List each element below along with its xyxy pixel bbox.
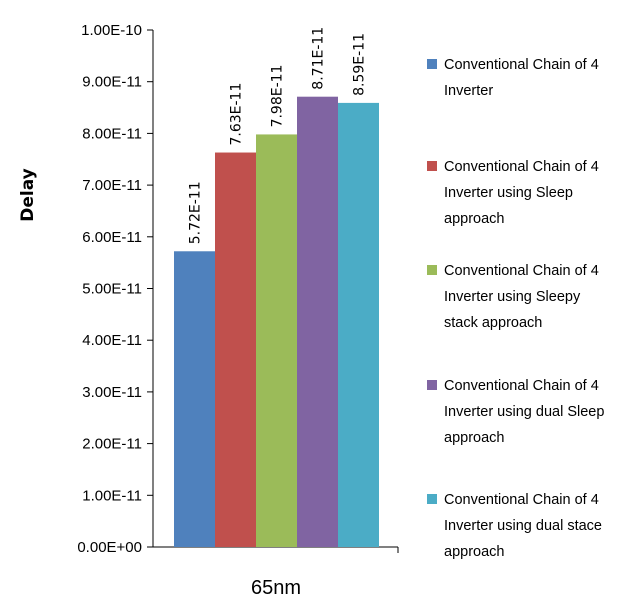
bar-series-1 bbox=[174, 251, 215, 547]
legend-label: Conventional Chain of 4 bbox=[444, 492, 599, 508]
y-tick-label: 0.00E+00 bbox=[77, 539, 142, 556]
legend-label: Conventional Chain of 4 bbox=[444, 57, 599, 73]
legend-label: Inverter using Sleepy bbox=[444, 289, 581, 305]
bar-data-label: 5.72E-11 bbox=[188, 181, 204, 244]
legend-swatch bbox=[427, 494, 437, 504]
bar-series-3 bbox=[256, 134, 297, 547]
legend-label: approach bbox=[444, 430, 504, 446]
legend-label: stack approach bbox=[444, 315, 542, 331]
legend-label: Inverter using dual stace bbox=[444, 518, 602, 534]
y-tick-label: 3.00E-11 bbox=[82, 384, 142, 401]
legend-swatch bbox=[427, 161, 437, 171]
y-tick-label: 8.00E-11 bbox=[82, 125, 142, 142]
bar-data-label: 8.59E-11 bbox=[352, 33, 368, 96]
y-tick-label: 4.00E-11 bbox=[82, 332, 142, 349]
y-tick-label: 1.00E-10 bbox=[81, 22, 142, 39]
legend-label: Inverter bbox=[444, 83, 493, 99]
y-tick-label: 6.00E-11 bbox=[82, 229, 142, 246]
y-tick-label: 9.00E-11 bbox=[82, 74, 142, 91]
legend-label: Inverter using Sleep bbox=[444, 185, 573, 201]
y-tick-label: 1.00E-11 bbox=[82, 487, 142, 504]
legend: Conventional Chain of 4 Inverter Conventio… bbox=[427, 57, 604, 560]
bar-data-label: 7.63E-11 bbox=[229, 83, 245, 146]
y-tick-label: 7.00E-11 bbox=[82, 177, 142, 194]
y-tick-label: 2.00E-11 bbox=[82, 436, 142, 453]
legend-label: Conventional Chain of 4 bbox=[444, 263, 599, 279]
bar-series-4 bbox=[297, 96, 338, 548]
legend-label: Conventional Chain of 4 bbox=[444, 159, 599, 175]
bars bbox=[174, 96, 379, 548]
x-category-label: 65nm bbox=[251, 577, 301, 599]
legend-label: approach bbox=[444, 211, 504, 227]
legend-swatch bbox=[427, 265, 437, 275]
y-axis-title: Delay bbox=[18, 168, 38, 222]
legend-label: Conventional Chain of 4 bbox=[444, 378, 599, 394]
y-tick-label: 5.00E-11 bbox=[82, 281, 142, 298]
bar-series-5 bbox=[338, 102, 379, 547]
bar-data-label: 7.98E-11 bbox=[270, 65, 286, 128]
bar-data-label: 8.71E-11 bbox=[311, 27, 327, 90]
legend-label: Inverter using dual Sleep bbox=[444, 404, 604, 420]
axes: 0.00E+00 1.00E-11 2.00E-11 3.00E-11 4.00E-11… bbox=[77, 22, 399, 599]
legend-swatch bbox=[427, 380, 437, 390]
legend-label: approach bbox=[444, 544, 504, 560]
bar-series-2 bbox=[215, 152, 256, 548]
legend-swatch bbox=[427, 59, 437, 69]
data-labels: 5.72E-11 7.63E-11 7.98E-11 8.71E-11 8.59E-11 bbox=[188, 27, 368, 244]
